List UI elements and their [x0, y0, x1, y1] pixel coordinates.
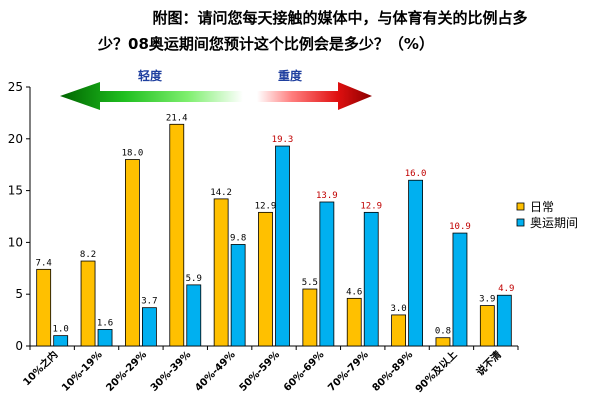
- value-label-daily: 7.4: [36, 258, 52, 268]
- bar-olympics: [452, 232, 468, 347]
- value-label-olympics: 1.0: [53, 325, 69, 335]
- value-label-olympics: 5.9: [186, 274, 202, 284]
- bar-olympics: [186, 284, 202, 347]
- y-tick-label: 25: [8, 80, 23, 94]
- bar-olympics: [97, 329, 113, 347]
- title-line-1: 附图：请问您每天接触的媒体中，与体育有关的比例占多: [152, 9, 527, 27]
- bar-daily: [80, 260, 96, 347]
- bar-daily: [169, 123, 185, 347]
- category-label: 60%-69%: [282, 349, 327, 394]
- category-label: 说不清: [474, 348, 504, 378]
- value-label-daily: 12.9: [255, 201, 277, 211]
- value-label-daily: 8.2: [80, 250, 96, 260]
- value-label-daily: 3.0: [390, 304, 406, 314]
- y-tick-label: 0: [15, 339, 23, 353]
- category-label: 90%及以上: [412, 348, 459, 395]
- y-tick-label: 20: [8, 132, 23, 146]
- value-label-olympics: 3.7: [141, 297, 157, 307]
- category-label: 50%-59%: [238, 349, 283, 394]
- value-label-daily: 4.6: [346, 287, 362, 297]
- value-label-daily: 18.0: [122, 149, 144, 159]
- legend-swatch-daily: [516, 202, 525, 211]
- value-label-olympics: 4.9: [498, 284, 514, 294]
- bar-daily: [435, 337, 451, 347]
- value-label-olympics: 19.3: [272, 135, 294, 145]
- bar-olympics: [363, 211, 379, 347]
- value-label-olympics: 13.9: [316, 191, 338, 201]
- bar-daily: [125, 159, 140, 347]
- category-label: 20%-29%: [104, 349, 149, 394]
- heavy-label: 重度: [278, 68, 303, 83]
- value-label-olympics: 9.8: [230, 233, 246, 243]
- legend: 日常 奥运期间: [516, 200, 578, 230]
- bar-daily: [479, 305, 495, 347]
- bar-olympics: [142, 307, 157, 347]
- light-label: 轻度: [138, 68, 163, 83]
- value-label-daily: 14.2: [210, 188, 232, 198]
- bar-olympics: [496, 294, 512, 347]
- category-label: 10%之内: [20, 348, 60, 388]
- value-label-olympics: 12.9: [360, 201, 382, 211]
- degree-arrows: 轻度 重度: [60, 68, 372, 110]
- legend-label-daily: 日常: [530, 200, 554, 214]
- bar-olympics: [319, 201, 335, 347]
- plot-area: 0 5 10 15 20 25 7.4 1.0 10%之内 8.2 1.6 10%-19% 18.0 3.…: [8, 80, 519, 395]
- value-label-olympics: 1.6: [97, 318, 113, 328]
- value-label-olympics: 10.9: [449, 222, 471, 232]
- bar-daily: [36, 268, 52, 347]
- bar-daily: [213, 198, 229, 347]
- heavy-arrow-icon: [257, 82, 372, 110]
- value-label-daily: 21.4: [166, 113, 188, 123]
- category-label: 10%-19%: [60, 349, 105, 394]
- legend-label-olympics: 奥运期间: [530, 216, 578, 230]
- value-label-daily: 3.9: [479, 295, 495, 305]
- category-label: 70%-79%: [326, 349, 371, 394]
- bar-olympics: [275, 145, 290, 347]
- y-tick-label: 15: [8, 184, 23, 198]
- category-label: 30%-39%: [149, 349, 194, 394]
- bar-olympics: [230, 244, 246, 347]
- light-arrow-icon: [60, 82, 243, 110]
- value-label-daily: 0.8: [435, 327, 451, 337]
- bar-olympics: [53, 335, 69, 347]
- bar-daily: [391, 314, 406, 347]
- category-label: 40%-49%: [193, 349, 238, 394]
- legend-swatch-olympics: [516, 218, 525, 227]
- category-label: 80%-89%: [371, 349, 416, 394]
- bar-daily: [302, 288, 318, 347]
- bar-olympics: [408, 179, 423, 347]
- value-label-daily: 5.5: [302, 278, 318, 288]
- value-label-olympics: 16.0: [405, 169, 427, 179]
- bar-daily: [258, 211, 273, 347]
- y-tick-label: 5: [15, 287, 23, 301]
- title-line-2: 少？08奥运期间您预计这个比例会是多少？（%）: [97, 35, 434, 53]
- bar-daily: [346, 297, 362, 347]
- chart-title: 附图：请问您每天接触的媒体中，与体育有关的比例占多 少？08奥运期间您预计这个比…: [97, 9, 527, 53]
- y-tick-label: 10: [8, 235, 23, 249]
